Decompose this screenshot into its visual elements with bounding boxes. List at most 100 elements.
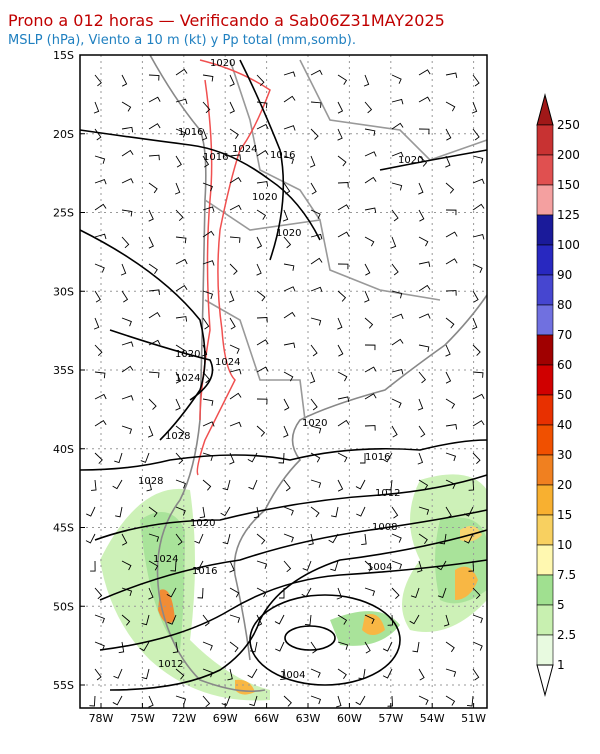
- wind-barb: [282, 209, 289, 222]
- wind-barb: [94, 668, 102, 681]
- wind-barb: [283, 695, 292, 707]
- wind-barb: [175, 425, 185, 437]
- wind-barb: [283, 155, 295, 165]
- wind-barb: [256, 425, 266, 437]
- wind-barb: [113, 668, 123, 679]
- wind-barb: [94, 641, 105, 651]
- wind-barb: [221, 695, 231, 706]
- wind-barb: [308, 533, 314, 546]
- wind-barb: [121, 149, 134, 157]
- isobar-label: 1020: [398, 155, 423, 166]
- wind-barb: [445, 668, 457, 677]
- wind-barb: [120, 263, 127, 276]
- wind-barb: [121, 425, 133, 435]
- colorbar-label: 1: [557, 658, 565, 672]
- wind-barb: [310, 286, 323, 293]
- wind-barb: [418, 506, 430, 515]
- wind-barb: [280, 668, 286, 680]
- isobar-label: 1012: [375, 488, 400, 499]
- colorbar-label: 5: [557, 598, 565, 612]
- colorbar-segment: [536, 244, 554, 276]
- lat-label: 40S: [53, 443, 74, 456]
- wind-barb: [202, 155, 210, 168]
- wind-barb: [175, 128, 186, 138]
- map: 1020 1016 1016 1024 1016 1020 1020 1020 …: [79, 54, 488, 709]
- lat-label: 35S: [53, 364, 74, 377]
- axis-labels: 15S 20S 25S 30S 35S 40S 45S 50S 55S 78W 75W 72W 69W 6…: [53, 49, 486, 725]
- wind-barb: [94, 371, 106, 379]
- wind-barb: [202, 260, 215, 266]
- wind-barb: [337, 396, 350, 402]
- lat-label: 45S: [53, 522, 74, 535]
- wind-barb: [115, 506, 123, 518]
- wind-barb: [274, 614, 285, 625]
- wind-barb: [202, 101, 211, 114]
- wind-barb: [170, 560, 177, 572]
- wind-barb: [90, 560, 96, 572]
- wind-barb: [202, 668, 213, 678]
- wind-barb: [310, 317, 322, 326]
- wind-barb: [391, 368, 404, 375]
- wind-barb: [256, 123, 269, 130]
- wind-barb: [418, 155, 428, 167]
- isobar-label: 1020: [302, 418, 327, 429]
- wind-barb: [337, 452, 348, 463]
- wind-barb: [418, 284, 431, 292]
- wind-barb: [310, 506, 320, 518]
- wind-barb: [364, 614, 375, 624]
- colorbar-label: 250: [557, 118, 580, 132]
- colorbar-segment: [536, 544, 554, 576]
- wind-barb: [468, 560, 475, 572]
- wind-barb: [417, 452, 424, 465]
- wind-barb: [310, 69, 323, 76]
- wind-barb: [86, 506, 96, 517]
- wind-barb: [148, 533, 160, 542]
- wind-barb: [94, 178, 107, 185]
- wind-barb: [279, 587, 285, 599]
- wind-barb: [364, 366, 377, 373]
- wind-barb: [147, 425, 154, 438]
- wind-barb: [202, 452, 214, 461]
- colorbar-label: 15: [557, 508, 572, 522]
- wind-barb: [337, 479, 344, 492]
- wind-barb: [249, 695, 258, 707]
- lon-label: 78W: [89, 712, 114, 725]
- wind-barb: [337, 74, 348, 85]
- wind-barb: [121, 290, 129, 303]
- wind-barb: [229, 614, 241, 623]
- wind-barb: [445, 128, 452, 141]
- colorbar-label: 150: [557, 178, 580, 192]
- wind-barb: [472, 393, 485, 400]
- wind-barb: [283, 71, 296, 77]
- wind-barb: [391, 398, 402, 408]
- wind-barb: [445, 371, 452, 384]
- wind-barb: [410, 587, 420, 599]
- wind-barb: [337, 614, 348, 625]
- wind-barb: [445, 258, 458, 265]
- wind-barb: [256, 339, 269, 346]
- wind-barb: [436, 560, 447, 571]
- colorbar-label: 80: [557, 298, 572, 312]
- wind-barb: [121, 614, 131, 626]
- wind-barb: [141, 668, 150, 680]
- isobar-label: 1020: [175, 349, 200, 360]
- wind-barb: [202, 695, 211, 708]
- wind-barb: [445, 479, 456, 489]
- colorbar-top: [536, 93, 554, 126]
- wind-barb: [148, 74, 160, 81]
- isobar-label: 1024: [232, 144, 257, 155]
- wind-barb: [229, 74, 235, 87]
- wind-barb: [175, 284, 188, 292]
- wind-barb: [94, 155, 106, 164]
- wind-barb: [387, 614, 394, 626]
- isobar-label: 1020: [190, 518, 215, 529]
- lon-label: 66W: [254, 712, 279, 725]
- wind-barb: [418, 209, 425, 222]
- isobar-label: 1004: [280, 670, 305, 681]
- wind-barb: [148, 371, 160, 378]
- isobar-label: 1016: [365, 452, 390, 463]
- title: Prono a 012 horas — Verificando a Sab06Z…: [8, 11, 445, 30]
- wind-barb: [148, 209, 154, 222]
- wind-barb: [197, 587, 204, 599]
- wind-barb: [229, 177, 242, 184]
